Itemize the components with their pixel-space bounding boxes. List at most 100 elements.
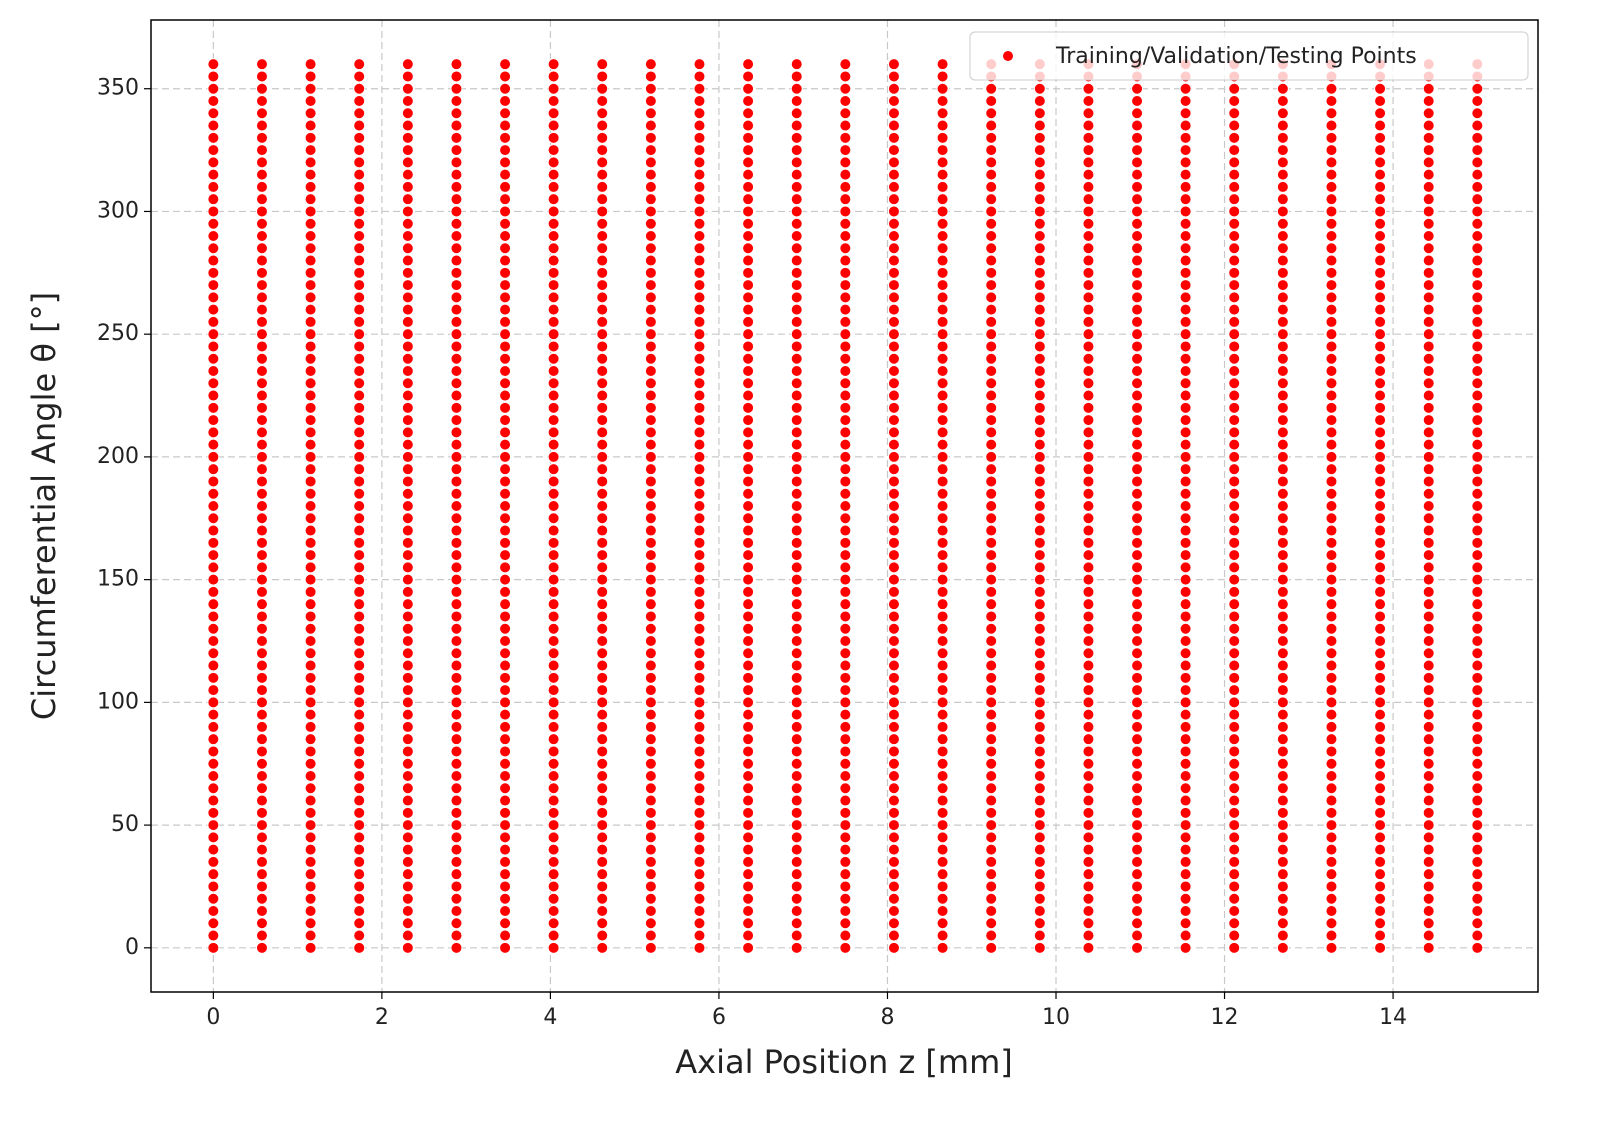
point	[790, 610, 803, 623]
point	[353, 266, 366, 279]
point	[1179, 500, 1192, 512]
point	[499, 58, 512, 71]
point	[304, 671, 317, 684]
point	[936, 414, 949, 427]
point	[450, 585, 463, 598]
point	[499, 266, 512, 279]
point	[304, 377, 317, 390]
point	[255, 770, 268, 782]
point	[644, 696, 657, 709]
point	[1325, 806, 1338, 819]
point	[1082, 217, 1095, 230]
point	[887, 770, 900, 782]
point	[1179, 401, 1192, 414]
point	[1325, 622, 1338, 635]
point	[693, 414, 706, 427]
point	[693, 843, 706, 856]
point	[255, 561, 268, 574]
point	[693, 659, 706, 672]
point	[255, 549, 268, 562]
point	[1325, 414, 1338, 427]
point	[790, 352, 803, 365]
point	[742, 622, 755, 635]
point	[693, 880, 706, 893]
point	[1325, 819, 1338, 832]
point	[985, 512, 998, 525]
point	[1228, 708, 1241, 721]
point	[596, 389, 609, 402]
point	[644, 843, 657, 856]
point	[985, 144, 998, 157]
point	[255, 720, 268, 733]
point	[304, 119, 317, 132]
point	[353, 610, 366, 623]
point	[1422, 929, 1435, 942]
point	[1033, 414, 1046, 427]
point	[1228, 635, 1241, 647]
point	[401, 389, 414, 402]
point	[936, 291, 949, 304]
point	[255, 426, 268, 439]
point	[693, 536, 706, 549]
point	[401, 573, 414, 586]
point	[401, 217, 414, 230]
point	[985, 720, 998, 733]
point	[1471, 340, 1484, 353]
point	[304, 131, 317, 144]
point	[207, 684, 220, 697]
point	[1422, 205, 1435, 218]
point	[1033, 757, 1046, 770]
point	[304, 598, 317, 611]
point	[887, 487, 900, 500]
point	[1325, 119, 1338, 132]
point	[1082, 144, 1095, 157]
point	[1471, 500, 1484, 512]
point	[839, 622, 852, 635]
point	[1276, 941, 1289, 954]
point	[936, 144, 949, 157]
point	[1179, 426, 1192, 439]
point	[401, 438, 414, 451]
point	[839, 733, 852, 746]
point	[1228, 892, 1241, 905]
point	[401, 806, 414, 819]
point	[1276, 929, 1289, 942]
point	[985, 868, 998, 881]
point	[1082, 794, 1095, 807]
point	[255, 733, 268, 746]
point	[742, 450, 755, 463]
point	[547, 598, 560, 611]
point	[790, 855, 803, 868]
point	[1276, 180, 1289, 193]
point	[839, 426, 852, 439]
point	[1374, 782, 1387, 795]
point	[450, 266, 463, 279]
point	[1228, 107, 1241, 120]
point	[304, 156, 317, 169]
point	[1082, 831, 1095, 844]
point	[1082, 598, 1095, 611]
point	[1471, 487, 1484, 500]
point	[742, 180, 755, 193]
point	[1131, 401, 1144, 414]
x-tick-label: 6	[712, 1005, 726, 1030]
point	[1082, 365, 1095, 377]
point	[596, 279, 609, 292]
point	[1374, 438, 1387, 451]
point	[1082, 401, 1095, 414]
point	[1131, 524, 1144, 537]
point	[693, 720, 706, 733]
point	[1228, 205, 1241, 218]
point	[499, 315, 512, 328]
point	[936, 303, 949, 316]
point	[1033, 438, 1046, 451]
point	[304, 500, 317, 512]
point	[790, 905, 803, 917]
point	[1422, 855, 1435, 868]
point	[1131, 303, 1144, 316]
point	[1228, 365, 1241, 377]
point	[1228, 401, 1241, 414]
point	[304, 475, 317, 488]
point	[1179, 622, 1192, 635]
point	[790, 782, 803, 795]
